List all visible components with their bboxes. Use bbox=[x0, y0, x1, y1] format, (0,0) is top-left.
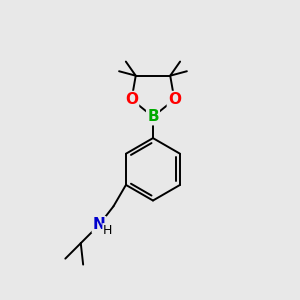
Text: B: B bbox=[147, 109, 159, 124]
Text: O: O bbox=[168, 92, 181, 107]
Text: H: H bbox=[103, 224, 112, 237]
Text: N: N bbox=[93, 217, 106, 232]
Text: O: O bbox=[125, 92, 138, 107]
